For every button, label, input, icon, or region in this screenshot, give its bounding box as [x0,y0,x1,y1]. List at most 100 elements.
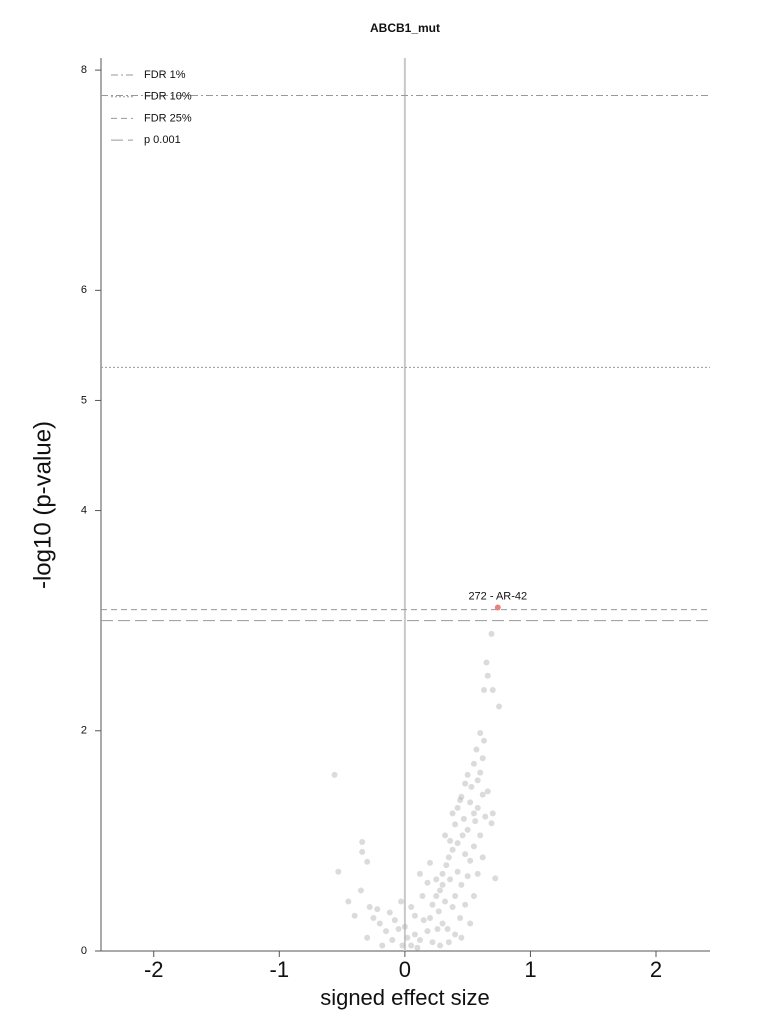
point [477,769,484,776]
point [442,898,449,905]
point [454,868,461,875]
point [449,846,456,853]
point [474,804,481,811]
point [484,672,491,679]
point [439,920,446,927]
point [467,799,474,806]
point [462,901,469,908]
point [458,934,465,941]
point [470,810,477,817]
point [480,687,487,694]
legend-label: p 0.001 [144,134,181,146]
point [429,939,436,946]
highlight-label: 272 - AR-42 [468,590,527,602]
point [449,903,456,910]
point [424,879,431,886]
x-tick-label: 1 [524,957,536,982]
point [424,928,431,935]
point [492,875,499,882]
point [414,944,421,951]
point [457,914,464,921]
point [473,746,480,753]
point [379,942,386,949]
point [458,793,465,800]
point [477,832,484,839]
point [454,804,461,811]
point [449,810,456,817]
point [366,903,373,910]
point [467,920,474,927]
point [482,813,489,820]
point [434,925,441,932]
point [391,917,398,924]
point [408,942,415,949]
point [399,942,406,949]
y-tick-label: 0 [81,945,87,957]
point [462,851,469,858]
point [470,892,477,899]
point [398,898,405,905]
point [479,791,486,798]
point [479,755,486,762]
point [401,923,408,930]
point [426,859,433,866]
point [474,777,481,784]
point [411,912,418,919]
point [472,818,479,825]
point [464,826,471,833]
point [474,870,481,877]
x-tick-label: 0 [399,957,411,982]
point [386,909,393,916]
point [496,703,503,710]
point [383,928,390,935]
point [404,934,411,941]
y-tick-label: 6 [81,284,87,296]
point [439,881,446,888]
point [489,810,496,817]
point [395,925,402,932]
point [364,858,371,865]
point [429,901,436,908]
legend-label: FDR 10% [144,91,192,103]
point [331,771,338,778]
point [439,870,446,877]
point [464,873,471,880]
x-tick-label: 2 [650,957,662,982]
point [408,903,415,910]
legend-label: FDR 25% [144,112,192,124]
point [452,892,459,899]
point [359,848,366,855]
point [435,908,442,915]
point [357,887,364,894]
point [489,687,496,694]
point [488,630,495,637]
point [374,906,381,913]
point [445,854,452,861]
point [488,820,495,827]
y-tick-label: 4 [81,504,87,516]
point [457,797,464,804]
point [351,912,358,919]
point [359,838,366,845]
chart-title: ABCB1_mut [370,21,440,35]
y-axis-label: -log10 (p-value) [29,421,56,589]
point [364,934,371,941]
point [433,876,440,883]
point [335,868,342,875]
point [443,862,450,869]
legend-label: FDR 1% [144,69,186,81]
point [470,843,477,850]
point [437,942,444,949]
point [445,939,452,946]
point [444,925,451,932]
point [477,729,484,736]
point [452,931,459,938]
y-tick-label: 5 [81,394,87,406]
point [483,659,490,666]
point [464,771,471,778]
point [419,892,426,899]
point [426,914,433,921]
point [458,881,465,888]
point [416,870,423,877]
